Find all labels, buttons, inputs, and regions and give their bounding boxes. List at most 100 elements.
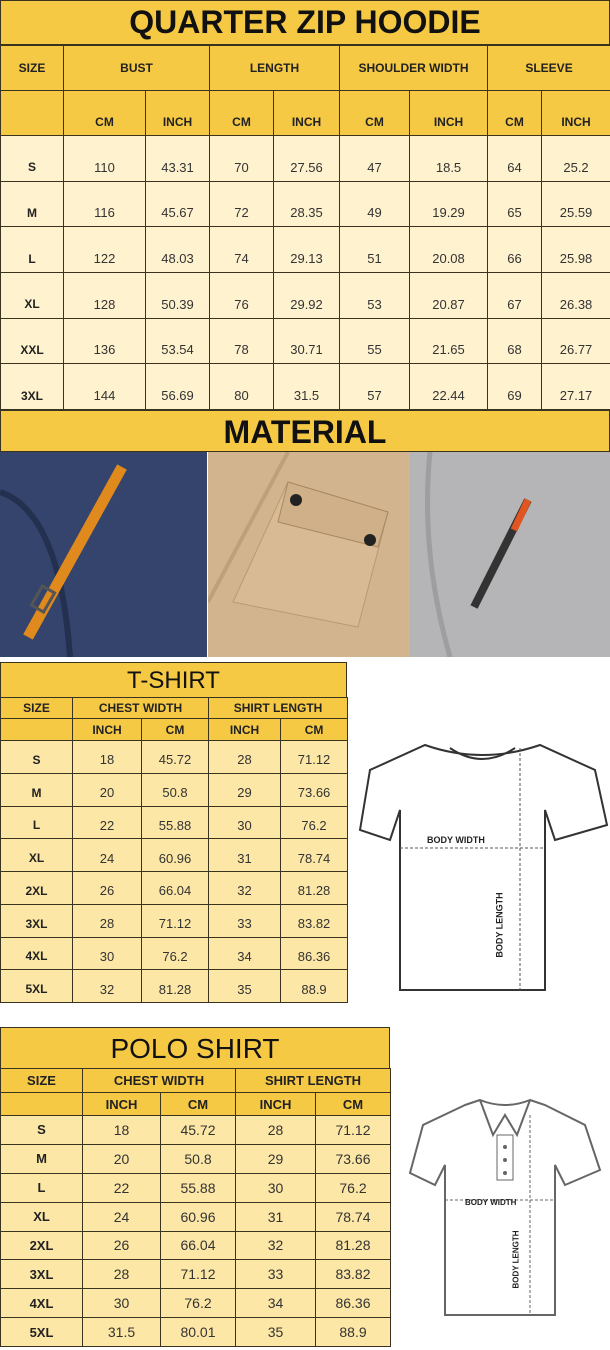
- value-cell: 83.82: [280, 903, 349, 938]
- column-header: LENGTH: [209, 45, 341, 91]
- value-cell: 20.87: [409, 271, 489, 319]
- value-cell: 26: [72, 871, 142, 905]
- value-cell: 81.28: [280, 871, 349, 905]
- value-cell: 71.12: [315, 1115, 391, 1145]
- tshirt-diagram: BODY WIDTH BODY LENGTH: [355, 740, 610, 1000]
- value-cell: 18: [72, 740, 142, 774]
- value-cell: 86.36: [315, 1288, 391, 1319]
- value-cell: 30: [235, 1172, 316, 1203]
- value-cell: 70: [209, 135, 275, 182]
- value-cell: 29.13: [273, 226, 341, 273]
- value-cell: 144: [63, 363, 146, 410]
- unit-header: INCH: [208, 718, 282, 741]
- value-cell: 65: [487, 180, 543, 228]
- size-cell: L: [0, 1172, 83, 1203]
- size-cell: 3XL: [0, 1259, 83, 1290]
- column-header: SHIRT LENGTH: [208, 697, 349, 719]
- value-cell: 60.96: [140, 838, 210, 872]
- value-cell: 55.88: [140, 805, 210, 840]
- value-cell: 22.44: [409, 363, 489, 410]
- value-cell: 33: [208, 903, 282, 938]
- size-cell: 3XL: [0, 363, 64, 410]
- table-row: L 122 48.03 74 29.13 51 20.08 66 25.98: [0, 226, 610, 273]
- size-cell: 2XL: [0, 871, 73, 905]
- value-cell: 31.5: [82, 1317, 161, 1347]
- value-cell: 21.65: [409, 317, 489, 365]
- value-cell: 27.17: [541, 363, 610, 410]
- unit-header: CM: [315, 1092, 391, 1116]
- value-cell: 49: [339, 180, 411, 228]
- value-cell: 76.2: [315, 1172, 391, 1203]
- value-cell: 34: [208, 936, 282, 971]
- value-cell: 83.82: [315, 1259, 391, 1290]
- value-cell: 53: [339, 271, 411, 319]
- value-cell: 35: [235, 1317, 316, 1347]
- unit-header: [0, 1092, 83, 1116]
- value-cell: 28.35: [273, 180, 341, 228]
- size-cell: 5XL: [0, 1317, 83, 1347]
- material-photo-grey: [410, 452, 610, 657]
- value-cell: 20.08: [409, 226, 489, 273]
- table-row: 3XL 144 56.69 80 31.5 57 22.44 69 27.17: [0, 363, 610, 410]
- value-cell: 76.2: [160, 1288, 236, 1319]
- value-cell: 67: [487, 271, 543, 319]
- unit-header: CM: [339, 90, 411, 136]
- table-row: L 22 55.88 30 76.2: [0, 805, 349, 840]
- value-cell: 29.92: [273, 271, 341, 319]
- value-cell: 71.12: [140, 903, 210, 938]
- value-cell: 88.9: [315, 1317, 391, 1347]
- unit-header: INCH: [82, 1092, 161, 1116]
- value-cell: 76: [209, 271, 275, 319]
- table-row: XL 24 60.96 31 78.74: [0, 1201, 391, 1232]
- value-cell: 80.01: [160, 1317, 236, 1347]
- value-cell: 19.29: [409, 180, 489, 228]
- unit-header: INCH: [144, 90, 211, 136]
- value-cell: 25.59: [541, 180, 610, 228]
- table-row: XXL 136 53.54 78 30.71 55 21.65 68 26.77: [0, 317, 610, 365]
- size-cell: M: [0, 772, 73, 807]
- hoodie-title: QUARTER ZIP HOODIE: [0, 0, 610, 45]
- table-row: 3XL 28 71.12 33 83.82: [0, 1259, 391, 1290]
- value-cell: 55.88: [160, 1172, 236, 1203]
- value-cell: 116: [63, 180, 146, 228]
- table-row: 5XL 31.5 80.01 35 88.9: [0, 1317, 391, 1347]
- table-row: XL 128 50.39 76 29.92 53 20.87 67 26.38: [0, 271, 610, 319]
- value-cell: 28: [72, 903, 142, 938]
- table-row: M 116 45.67 72 28.35 49 19.29 65 25.59: [0, 180, 610, 228]
- table-row: 4XL 30 76.2 34 86.36: [0, 1288, 391, 1319]
- value-cell: 66.04: [140, 871, 210, 905]
- unit-header: INCH: [72, 718, 142, 741]
- unit-header: INCH: [273, 90, 341, 136]
- value-cell: 128: [63, 271, 146, 319]
- value-cell: 28: [235, 1115, 316, 1145]
- table-row: 3XL 28 71.12 33 83.82: [0, 903, 349, 938]
- table-row: S 18 45.72 28 71.12: [0, 740, 349, 774]
- value-cell: 27.56: [273, 135, 341, 182]
- value-cell: 78: [209, 317, 275, 365]
- value-cell: 28: [82, 1259, 161, 1290]
- column-header: BUST: [62, 45, 211, 91]
- polo-body-width-label: BODY WIDTH: [465, 1198, 517, 1207]
- value-cell: 43.31: [144, 135, 211, 182]
- polo-body-length-label: BODY LENGTH: [511, 1230, 521, 1289]
- table-row: S 110 43.31 70 27.56 47 18.5 64 25.2: [0, 135, 610, 182]
- value-cell: 26.77: [541, 317, 610, 365]
- unit-header: CM: [280, 718, 349, 741]
- table-row: M 20 50.8 29 73.66: [0, 1143, 391, 1174]
- table-row: 4XL 30 76.2 34 86.36: [0, 936, 349, 971]
- unit-header: INCH: [409, 90, 489, 136]
- value-cell: 51: [339, 226, 411, 273]
- size-cell: S: [0, 740, 73, 774]
- value-cell: 53.54: [144, 317, 211, 365]
- unit-header: CM: [160, 1092, 236, 1116]
- value-cell: 110: [63, 135, 146, 182]
- unit-header: CM: [209, 90, 275, 136]
- value-cell: 33: [235, 1259, 316, 1290]
- size-cell: XXL: [0, 317, 64, 365]
- value-cell: 20: [72, 772, 142, 807]
- tshirt-outline-icon: [358, 743, 609, 991]
- unit-header: [0, 718, 73, 741]
- table-row: 5XL 32 81.28 35 88.9: [0, 969, 349, 1003]
- value-cell: 55: [339, 317, 411, 365]
- value-cell: 50.39: [144, 271, 211, 319]
